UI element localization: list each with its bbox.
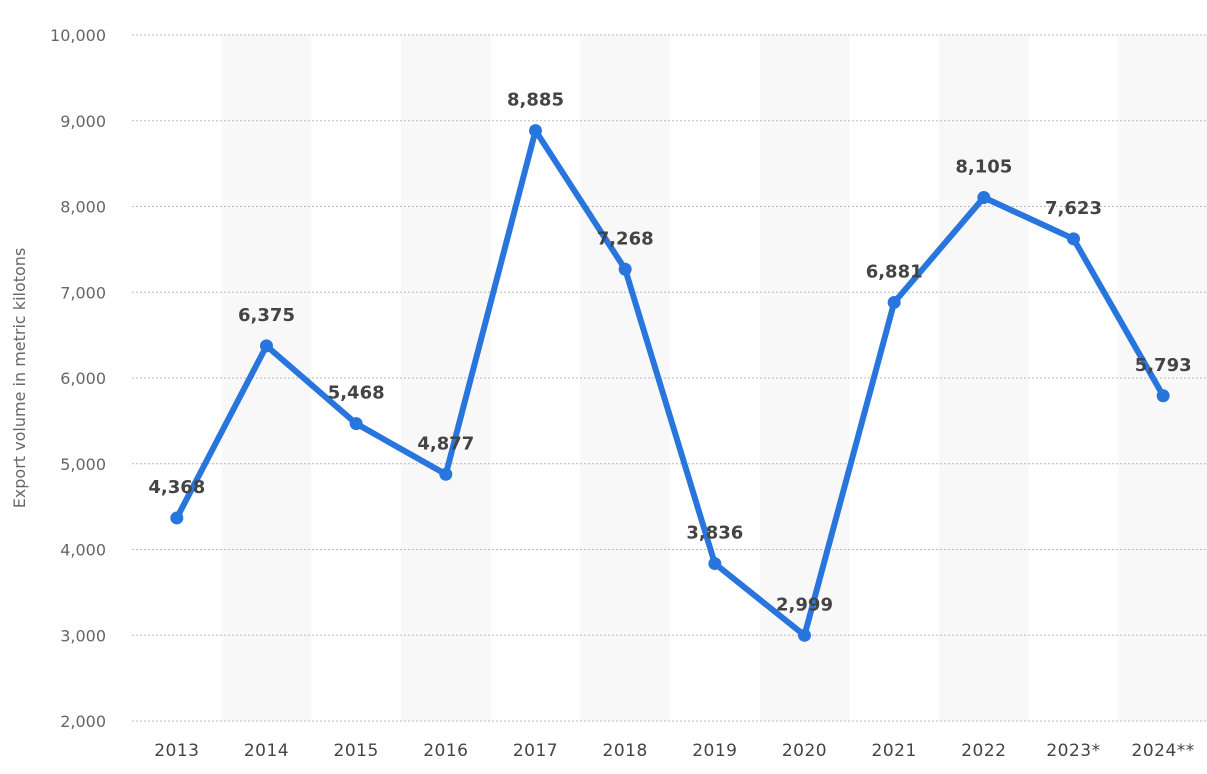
y-axis-ticks: 2,000 3,000 4,000 5,000 6,000 7,000 8,000 9,000… <box>50 26 106 731</box>
y-tick-label: 2,000 <box>60 712 106 731</box>
data-point[interactable] <box>170 511 184 525</box>
x-tick-label: 2018 <box>603 741 648 761</box>
data-label: 5,468 <box>328 383 385 404</box>
data-point[interactable] <box>1156 389 1170 403</box>
x-tick-label: 2019 <box>692 741 737 761</box>
data-point[interactable] <box>798 628 811 642</box>
x-tick-label: 2016 <box>423 741 468 761</box>
x-tick-label: 2020 <box>782 741 827 761</box>
series-line <box>173 127 1167 639</box>
data-point[interactable] <box>618 262 632 276</box>
x-tick-label: 2021 <box>872 741 917 761</box>
x-tick-label: 2024** <box>1132 741 1195 761</box>
data-point[interactable] <box>439 467 453 481</box>
x-tick-label: 2014 <box>244 741 289 761</box>
x-tick-label: 2015 <box>334 741 379 761</box>
data-label: 6,375 <box>238 305 295 326</box>
x-axis-ticks: 2013 2014 2015 2016 2017 2018 2019 2020 2021 2022… <box>154 741 1195 761</box>
data-label: 8,105 <box>955 156 1012 177</box>
x-tick-label: 2013 <box>154 741 199 761</box>
x-tick-label: 2017 <box>513 741 558 761</box>
data-labels: 4,368 6,375 5,468 4,877 8,885 7,268 3,836 2,999… <box>148 90 1191 616</box>
y-tick-label: 9,000 <box>60 112 106 131</box>
x-tick-label: 2023* <box>1046 741 1100 761</box>
data-label: 4,368 <box>148 477 205 498</box>
data-point[interactable] <box>977 190 991 204</box>
data-point[interactable] <box>260 339 273 353</box>
y-tick-label: 7,000 <box>60 283 106 302</box>
y-tick-label: 5,000 <box>60 455 106 474</box>
data-point[interactable] <box>1067 232 1080 246</box>
data-label: 2,999 <box>776 594 833 615</box>
data-label: 4,877 <box>417 433 474 454</box>
data-point[interactable] <box>349 417 363 431</box>
y-tick-label: 8,000 <box>60 198 106 217</box>
data-label: 6,881 <box>866 261 923 282</box>
y-axis-title: Export volume in metric kilotons <box>10 248 29 509</box>
data-point[interactable] <box>887 295 901 309</box>
data-label: 7,623 <box>1045 198 1102 219</box>
y-tick-label: 6,000 <box>60 369 106 388</box>
data-label: 8,885 <box>507 90 564 111</box>
y-tick-label: 4,000 <box>60 541 106 560</box>
y-tick-label: 3,000 <box>60 626 106 645</box>
series-layer <box>170 124 1170 642</box>
gridlines <box>132 34 1206 722</box>
y-tick-label: 10,000 <box>50 26 106 45</box>
x-tick-label: 2022 <box>961 741 1006 761</box>
data-point[interactable] <box>708 557 722 571</box>
data-label: 7,268 <box>597 228 654 249</box>
data-point[interactable] <box>529 124 542 138</box>
data-label: 3,836 <box>686 523 743 544</box>
data-label: 5,793 <box>1135 355 1192 376</box>
